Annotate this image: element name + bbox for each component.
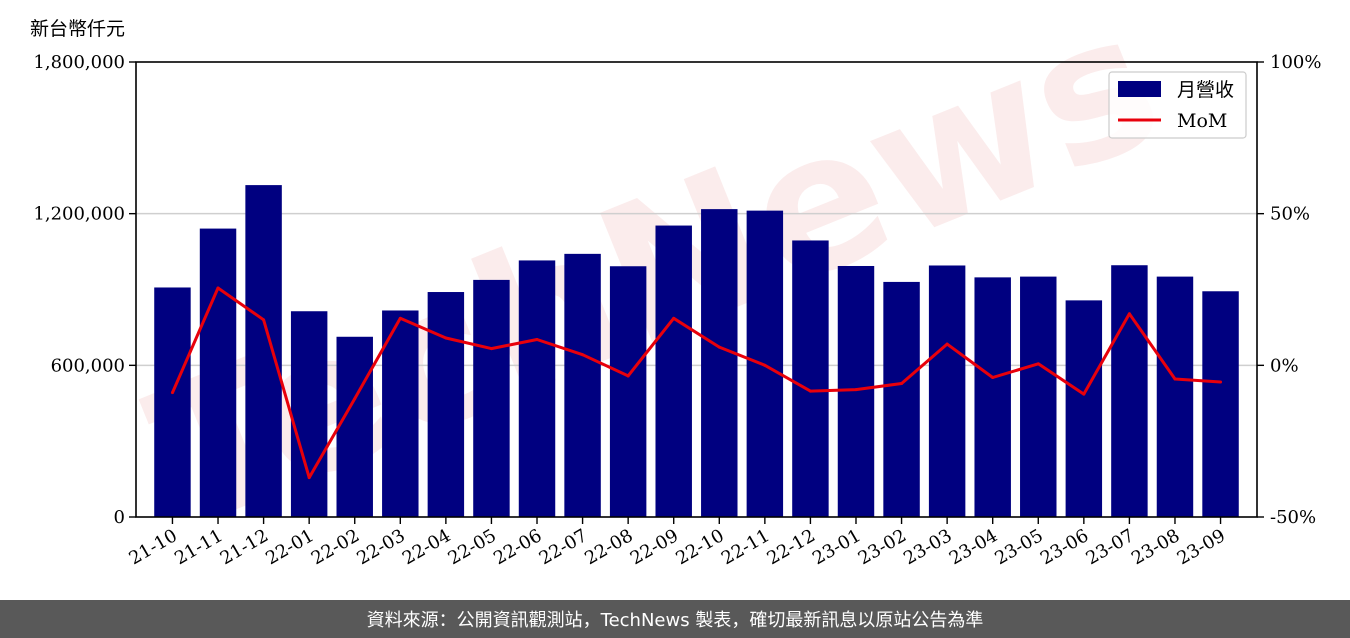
bar-22-07	[564, 253, 601, 517]
mom-point-23-07	[1127, 312, 1131, 316]
x-tick-label: 22-06	[490, 525, 545, 569]
x-tick-label: 23-09	[1174, 525, 1229, 569]
bar-22-01	[290, 311, 328, 517]
legend-swatch-revenue	[1118, 81, 1161, 97]
x-tick-label: 23-05	[991, 525, 1046, 569]
mom-point-21-12	[262, 318, 266, 322]
mom-point-23-02	[900, 382, 904, 386]
bar-23-07	[1111, 265, 1148, 517]
x-tick-label: 23-04	[946, 525, 1001, 569]
mom-point-21-10	[170, 391, 174, 395]
mom-point-22-10	[717, 345, 721, 349]
mom-point-22-07	[581, 353, 585, 357]
mom-point-22-05	[489, 347, 493, 351]
x-tick-label: 23-08	[1128, 525, 1183, 569]
right-tick-label: -50%	[1270, 507, 1316, 528]
x-tick-label: 22-07	[536, 525, 591, 569]
x-tick-label: 21-10	[126, 525, 181, 569]
bar-23-03	[928, 265, 966, 517]
x-tick-label: 22-09	[627, 525, 682, 569]
x-tick-label: 23-06	[1037, 525, 1092, 569]
x-tick-label: 23-02	[855, 525, 910, 569]
mom-point-23-08	[1173, 377, 1177, 381]
bar-22-12	[792, 240, 829, 517]
bar-23-08	[1156, 276, 1194, 517]
source-footer: 資料來源：公開資訊觀測站，TechNews 製表，確切最新訊息以原站公告為準	[0, 600, 1350, 638]
mom-point-22-11	[763, 363, 767, 367]
x-tick-label: 22-04	[399, 525, 454, 569]
mom-point-23-09	[1219, 380, 1223, 384]
bar-22-08	[609, 266, 647, 517]
bar-21-10	[154, 287, 191, 517]
x-tick-label: 22-03	[353, 525, 408, 569]
bar-21-12	[245, 185, 282, 517]
bar-23-02	[883, 281, 920, 517]
mom-point-21-11	[216, 286, 220, 290]
legend: 月營收 MoM	[1108, 71, 1247, 139]
plot-frame	[135, 61, 1258, 518]
left-tick-label: 1,200,000	[33, 204, 125, 225]
bar-22-04	[427, 292, 465, 517]
bar-23-05	[1020, 276, 1057, 517]
right-axis: -50% 0% 50% 100%	[1257, 52, 1321, 528]
x-tick-label: 23-07	[1082, 525, 1137, 569]
mom-point-23-03	[945, 342, 949, 346]
plot-border	[135, 61, 1258, 518]
left-tick-label: 0	[114, 507, 125, 528]
mom-point-22-02	[353, 397, 357, 401]
mom-point-23-05	[1036, 362, 1040, 366]
x-tick-label: 22-08	[581, 525, 636, 569]
bar-21-11	[199, 228, 237, 517]
mom-line	[171, 286, 1221, 480]
x-tick-label: 22-02	[308, 525, 363, 569]
legend-label-revenue: 月營收	[1177, 79, 1234, 101]
mom-point-23-04	[991, 375, 995, 379]
bar-22-09	[655, 225, 692, 517]
mom-point-23-01	[854, 388, 858, 392]
mom-point-22-08	[626, 374, 630, 378]
left-axis: 0 600,000 1,200,000 1,800,000	[33, 52, 136, 528]
mom-line-series	[170, 286, 1223, 480]
bar-23-09	[1202, 291, 1239, 517]
mom-point-22-01	[307, 476, 311, 480]
x-tick-label: 22-12	[763, 525, 818, 569]
bar-22-06	[518, 260, 556, 517]
mom-point-22-06	[535, 338, 539, 342]
right-tick-label: 100%	[1270, 52, 1321, 73]
mom-point-23-06	[1082, 392, 1086, 396]
x-tick-label: 22-11	[718, 525, 773, 569]
left-tick-label: 1,800,000	[33, 52, 125, 73]
mom-point-22-03	[398, 316, 402, 320]
mom-point-22-09	[672, 316, 676, 320]
bar-22-05	[473, 279, 510, 517]
x-tick-label: 22-10	[672, 525, 727, 569]
x-tick-label: 22-05	[445, 525, 500, 569]
left-tick-label: 600,000	[51, 355, 125, 376]
mom-point-22-04	[444, 336, 448, 340]
mom-point-22-12	[808, 389, 812, 393]
right-tick-label: 0%	[1270, 355, 1299, 376]
bar-22-02	[336, 336, 373, 517]
right-tick-label: 50%	[1270, 204, 1310, 225]
x-tick-label: 23-03	[900, 525, 955, 569]
x-tick-label: 23-01	[809, 525, 864, 569]
bar-22-10	[701, 209, 738, 517]
bar-23-06	[1065, 300, 1103, 517]
bar-23-04	[974, 277, 1011, 517]
y-axis-unit-label: 新台幣仟元	[30, 18, 126, 40]
bar-22-03	[382, 310, 419, 517]
legend-label-mom: MoM	[1177, 110, 1227, 132]
bar-series	[154, 185, 1239, 517]
